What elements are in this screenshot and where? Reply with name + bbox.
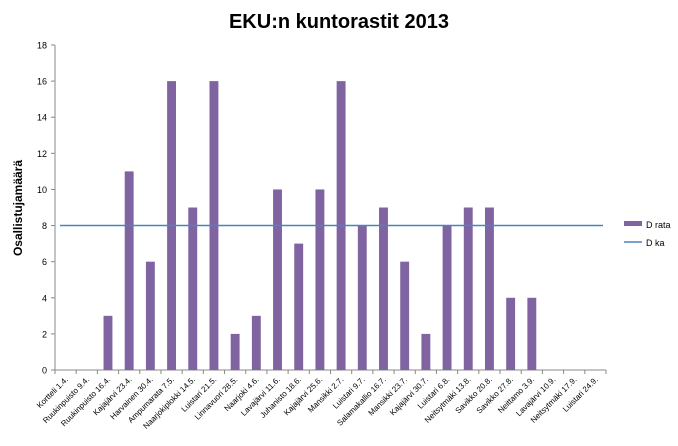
bar xyxy=(463,207,473,370)
bar xyxy=(400,261,410,370)
y-tick-label: 2 xyxy=(42,329,47,339)
bar xyxy=(484,207,494,370)
bar xyxy=(251,315,261,370)
bar xyxy=(527,297,537,370)
bar xyxy=(103,315,113,370)
bar xyxy=(421,333,431,370)
bar xyxy=(357,225,367,370)
y-tick-label: 14 xyxy=(37,113,47,123)
legend: D rata D ka xyxy=(624,220,671,248)
bar xyxy=(379,207,388,370)
y-tick-label: 8 xyxy=(42,221,47,231)
bar xyxy=(145,261,155,370)
y-tick-label: 18 xyxy=(37,41,47,51)
legend-label: D ka xyxy=(646,238,665,248)
bar xyxy=(315,189,325,370)
y-tick-label: 16 xyxy=(37,77,47,87)
bar xyxy=(124,171,134,370)
bar xyxy=(294,243,304,370)
y-tick-label: 6 xyxy=(42,257,47,267)
y-tick-label: 10 xyxy=(37,185,47,195)
legend-swatch xyxy=(624,221,642,226)
bar xyxy=(188,207,198,370)
y-tick-label: 12 xyxy=(37,149,47,159)
y-tick-label: 0 xyxy=(42,366,47,376)
bar xyxy=(506,297,516,370)
legend-label: D rata xyxy=(646,220,671,230)
bar xyxy=(273,189,282,370)
y-tick-label: 4 xyxy=(42,293,47,303)
bar xyxy=(442,225,452,370)
bar xyxy=(230,333,240,370)
y-axis-label: Osallistujamäärä xyxy=(11,160,25,256)
chart-title: EKU:n kuntorastit 2013 xyxy=(229,11,449,33)
